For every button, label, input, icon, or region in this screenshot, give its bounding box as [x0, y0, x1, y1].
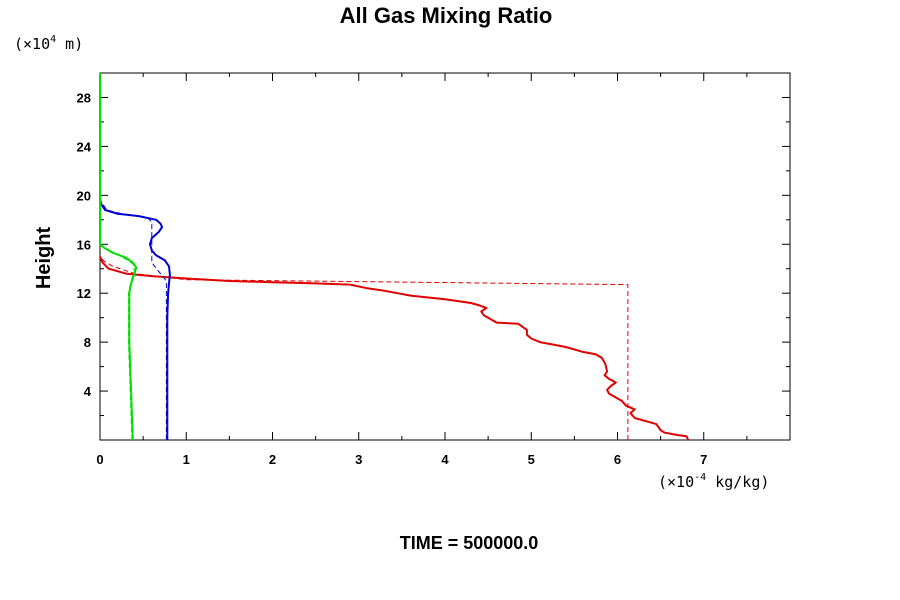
- y-unit-prefix: (×10: [14, 35, 50, 53]
- x-tick-label: 5: [528, 452, 535, 467]
- chart-title: All Gas Mixing Ratio: [340, 3, 553, 28]
- y-tick-label: 4: [84, 384, 92, 399]
- series-line-4-dashed: [99, 199, 167, 440]
- axis-ticks: [99, 73, 790, 440]
- plot-frame: [99, 72, 791, 441]
- x-tick-label: 4: [441, 452, 449, 467]
- y-tick-label: 8: [84, 335, 91, 350]
- x-tick-label: 1: [183, 452, 190, 467]
- series-lines: [99, 73, 690, 441]
- y-tick-label: 12: [77, 286, 91, 301]
- x-tick-label: 3: [355, 452, 362, 467]
- y-unit-suffix: m): [56, 35, 83, 53]
- series-line-2-dashed: [99, 256, 629, 440]
- x-tick-label: 2: [269, 452, 276, 467]
- y-unit-exponent: 4: [50, 34, 56, 45]
- x-tick-label: 7: [700, 452, 707, 467]
- series-line-5-solid: [99, 73, 138, 441]
- y-tick-label: 24: [77, 139, 92, 154]
- y-tick-label: 20: [77, 188, 91, 203]
- y-tick-label: 28: [77, 90, 91, 105]
- x-unit-suffix: kg/kg): [706, 473, 769, 491]
- x-unit-label: (×10-4 kg/kg): [658, 472, 769, 491]
- y-unit-label: (×104 m): [14, 34, 83, 53]
- x-tick-label: 6: [614, 452, 621, 467]
- time-footer: TIME = 500000.0: [400, 533, 539, 553]
- x-tick-label: 0: [96, 452, 103, 467]
- x-unit-prefix: (×10: [658, 473, 694, 491]
- series-line-6-dashed: [99, 243, 135, 441]
- y-tick-label: 16: [77, 237, 91, 252]
- series-line-3-solid: [99, 199, 171, 440]
- y-axis-label: Height: [33, 227, 55, 290]
- x-unit-exponent: -4: [694, 472, 706, 483]
- series-line-1-solid: [99, 256, 690, 441]
